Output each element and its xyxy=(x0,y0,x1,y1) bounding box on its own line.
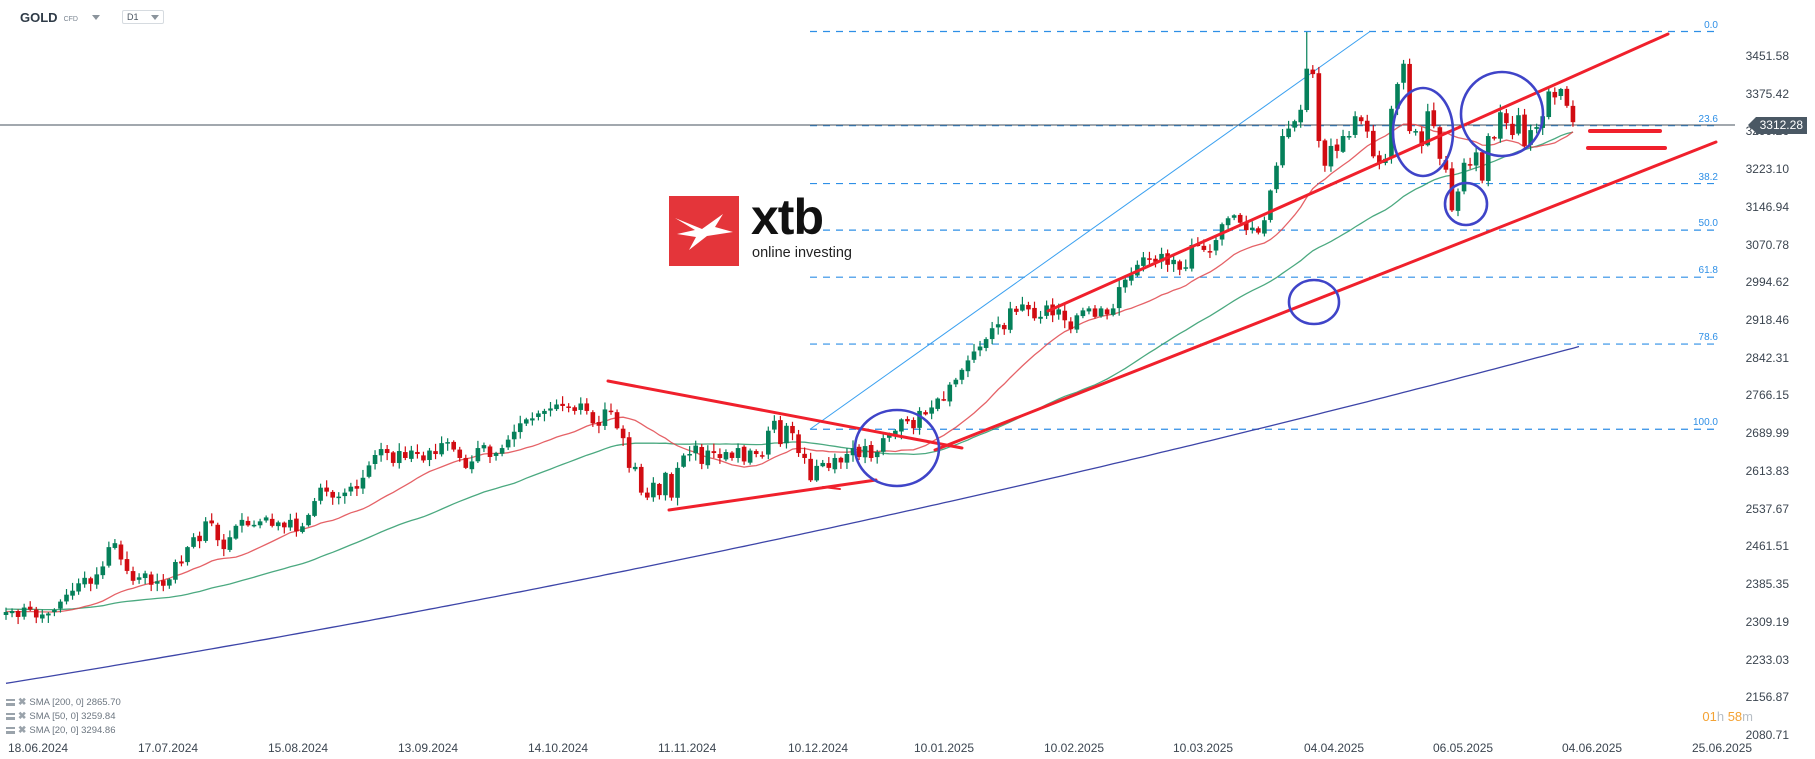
price-axis-label: 2461.51 xyxy=(1745,539,1789,554)
time-axis-label: 17.07.2024 xyxy=(138,741,199,755)
symbol-selector[interactable]: GOLD CFD xyxy=(20,10,100,25)
price-axis-label: 3375.42 xyxy=(1745,86,1789,101)
price-axis-label: 3451.58 xyxy=(1745,49,1789,63)
chevron-down-icon[interactable] xyxy=(91,15,100,20)
settings-icon[interactable] xyxy=(6,727,15,734)
price-axis-label: 2613.83 xyxy=(1745,463,1789,478)
fib-level-label: 0.0 xyxy=(1704,19,1718,31)
legend-sma-20[interactable]: ✖ SMA [20, 0] 3294.86 xyxy=(6,725,115,736)
time-axis-label: 18.06.2024 xyxy=(8,741,69,755)
symbol-type: CFD xyxy=(63,15,78,23)
timer-hours: 01 xyxy=(1702,709,1717,724)
fib-level-label: 50.0 xyxy=(1698,218,1718,230)
price-axis-label: 2766.15 xyxy=(1745,388,1789,403)
x-mark-icon xyxy=(675,214,733,250)
legend-label: SMA [200, 0] 2865.70 xyxy=(29,697,121,708)
legend-sma-200[interactable]: ✖ SMA [200, 0] 2865.70 xyxy=(6,697,121,708)
price-axis-label: 3070.78 xyxy=(1745,237,1789,252)
price-axis-label: 2994.62 xyxy=(1745,275,1789,290)
price-axis-label: 3223.10 xyxy=(1745,162,1789,177)
close-icon[interactable]: ✖ xyxy=(18,725,27,736)
time-axis-label: 04.04.2025 xyxy=(1304,741,1365,755)
xtb-logo: xtb online investing xyxy=(669,189,859,266)
price-axis-label: 2689.99 xyxy=(1745,426,1789,441)
candlesticks xyxy=(3,32,1576,625)
time-axis-label: 11.11.2024 xyxy=(658,741,717,755)
close-icon[interactable]: ✖ xyxy=(18,697,27,708)
timer-hours-unit: h xyxy=(1716,709,1725,724)
time-axis-label: 10.12.2024 xyxy=(788,741,849,755)
fib-level-label: 100.0 xyxy=(1692,417,1718,429)
fib-level-label: 38.2 xyxy=(1698,171,1718,183)
chevron-down-icon xyxy=(151,14,159,20)
legend-label: SMA [50, 0] 3259.84 xyxy=(29,711,116,722)
price-axis-label: 2918.46 xyxy=(1745,313,1789,328)
price-axis-label: 2233.03 xyxy=(1745,652,1789,667)
price-axis-label: 2309.19 xyxy=(1745,614,1789,629)
timer-minutes-unit: m xyxy=(1742,709,1753,724)
price-axis-label: 2156.87 xyxy=(1745,690,1789,705)
close-icon[interactable]: ✖ xyxy=(18,711,27,722)
logo-tagline: online investing xyxy=(752,245,852,261)
time-axis-label: 04.06.2025 xyxy=(1562,741,1623,755)
settings-icon[interactable] xyxy=(6,699,15,706)
timeframe-value: D1 xyxy=(127,12,139,22)
current-price-tag: 3312.28 xyxy=(1747,117,1807,134)
time-axis-label: 14.10.2024 xyxy=(528,741,589,755)
fib-level-label: 23.6 xyxy=(1698,113,1718,125)
moving-averages xyxy=(5,123,1580,684)
logo-wordmark: xtb xyxy=(751,189,824,245)
time-axis-label: 10.01.2025 xyxy=(914,741,975,755)
time-axis-label: 10.02.2025 xyxy=(1044,741,1105,755)
legend-sma-50[interactable]: ✖ SMA [50, 0] 3259.84 xyxy=(6,711,115,722)
time-axis-label: 15.08.2024 xyxy=(268,741,329,755)
price-axis-label: 2385.35 xyxy=(1745,577,1789,592)
settings-icon[interactable] xyxy=(6,713,15,720)
symbol-name: GOLD xyxy=(20,10,58,25)
legend-label: SMA [20, 0] 3294.86 xyxy=(29,725,116,736)
time-axis-label: 25.06.2025 xyxy=(1692,741,1753,755)
candle-countdown: 01h 58m xyxy=(1702,709,1753,724)
drawings[interactable] xyxy=(606,32,1718,512)
price-axis-label: 2080.71 xyxy=(1745,727,1789,742)
fib-level-label: 61.8 xyxy=(1698,265,1718,277)
fib-level-label: 78.6 xyxy=(1698,332,1718,344)
price-axis-label: 3146.94 xyxy=(1745,199,1789,214)
fibonacci-retracement[interactable] xyxy=(0,30,1735,430)
time-axis-label: 13.09.2024 xyxy=(398,741,459,755)
time-axis-label: 10.03.2025 xyxy=(1173,741,1234,755)
xtb-logo-mark xyxy=(669,196,739,266)
price-axis-label: 2842.31 xyxy=(1745,350,1789,365)
timer-minutes: 58 xyxy=(1727,709,1743,724)
time-axis-label: 06.05.2025 xyxy=(1433,741,1494,755)
price-axis-label: 2537.67 xyxy=(1745,501,1789,516)
timeframe-dropdown[interactable]: D1 xyxy=(122,10,164,24)
